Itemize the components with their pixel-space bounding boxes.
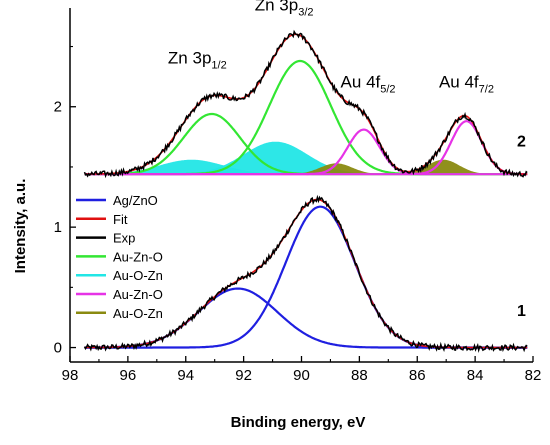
y-tick-label: 2 xyxy=(54,99,62,116)
experimental-curve-1 xyxy=(83,194,528,353)
peak-label-subscript: 3/2 xyxy=(298,6,313,18)
x-tick-label: 92 xyxy=(235,367,252,384)
component-fills xyxy=(84,141,528,175)
fit-curve-2 xyxy=(84,33,528,175)
y-tick-label: 1 xyxy=(54,219,62,236)
peak-label: Au 4f5/2 xyxy=(341,72,396,95)
experimental-curves xyxy=(83,29,528,353)
tick-labels: 98 96 94 92 90 88 86 84 82 0 1 2 xyxy=(54,99,542,384)
legend: Ag/ZnO Fit Exp Au-Zn-O Au-O-Zn Au-Zn-O Au-O-Zn xyxy=(76,193,163,321)
peak-label: Au 4f7/2 xyxy=(439,72,494,95)
component-area-au-o-zn xyxy=(84,141,528,175)
legend-label: Au-O-Zn xyxy=(113,268,163,283)
component-area-au-o-zn xyxy=(84,159,528,175)
y-axis-label: Intensity, a.u. xyxy=(12,179,29,274)
curve-number: 1 xyxy=(517,303,526,320)
peak-label-subscript: 5/2 xyxy=(380,83,395,95)
legend-label: Au-O-Zn xyxy=(113,306,163,321)
x-tick-label: 86 xyxy=(409,367,426,384)
x-tick-label: 96 xyxy=(120,367,137,384)
x-tick-label: 82 xyxy=(525,367,542,384)
peak-label-subscript: 7/2 xyxy=(479,83,494,95)
curve-number: 2 xyxy=(517,133,526,150)
legend-label: Exp xyxy=(113,231,135,246)
peak-label: Zn 3p1/2 xyxy=(168,48,227,71)
y-tick-label: 0 xyxy=(54,340,62,357)
component-line-au-zn-o xyxy=(84,120,528,176)
experimental-curve-2 xyxy=(83,29,528,179)
legend-label: Ag/ZnO xyxy=(113,193,158,208)
legend-label: Fit xyxy=(113,212,128,227)
peak-annotations: Zn 3p1/2 Zn 3p3/2 Au 4f5/2 Au 4f7/2 2 1 xyxy=(168,0,526,320)
x-tick-label: 90 xyxy=(293,367,310,384)
peak-label-subscript: 1/2 xyxy=(211,59,226,71)
x-tick-label: 98 xyxy=(62,367,79,384)
legend-label: Au-Zn-O xyxy=(113,287,163,302)
x-tick-label: 84 xyxy=(467,367,484,384)
legend-label: Au-Zn-O xyxy=(113,249,163,264)
component-area-au-o-zn xyxy=(84,159,528,175)
x-tick-label: 88 xyxy=(351,367,368,384)
axes xyxy=(69,8,534,363)
x-tick-label: 94 xyxy=(177,367,194,384)
x-axis-label: Binding energy, eV xyxy=(231,414,366,431)
peak-label: Zn 3p3/2 xyxy=(255,0,314,18)
